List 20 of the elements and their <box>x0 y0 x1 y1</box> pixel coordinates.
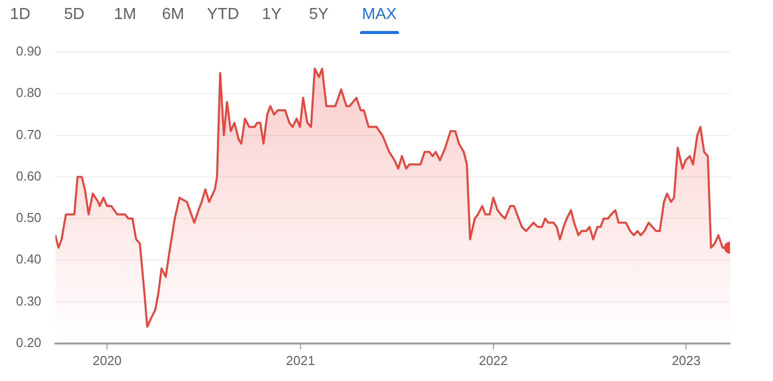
y-tick-label: 0.90 <box>16 44 42 59</box>
y-tick-label: 0.30 <box>16 293 42 308</box>
text: 1M <box>113 5 138 25</box>
y-tick-label: 0.20 <box>16 334 42 350</box>
text: MAX <box>360 0 399 34</box>
text: 1Y <box>261 5 283 25</box>
y-tick-label: 0.40 <box>16 252 42 267</box>
text: 5D <box>63 5 86 25</box>
x-tick-label: 2023 <box>672 352 701 368</box>
text: 1D <box>9 5 32 25</box>
text: YTD <box>206 5 240 25</box>
y-tick-label: 0.50 <box>16 210 42 226</box>
text: 5Y <box>308 5 330 25</box>
y-tick-label: 0.80 <box>16 85 42 100</box>
x-tick-label: 2020 <box>92 352 122 368</box>
y-tick-label: 0.60 <box>16 168 42 184</box>
text: 6M <box>161 5 186 25</box>
y-tick-label: 0.70 <box>16 126 42 142</box>
x-tick-label: 2021 <box>286 352 315 368</box>
x-tick-label: 2022 <box>478 352 508 368</box>
